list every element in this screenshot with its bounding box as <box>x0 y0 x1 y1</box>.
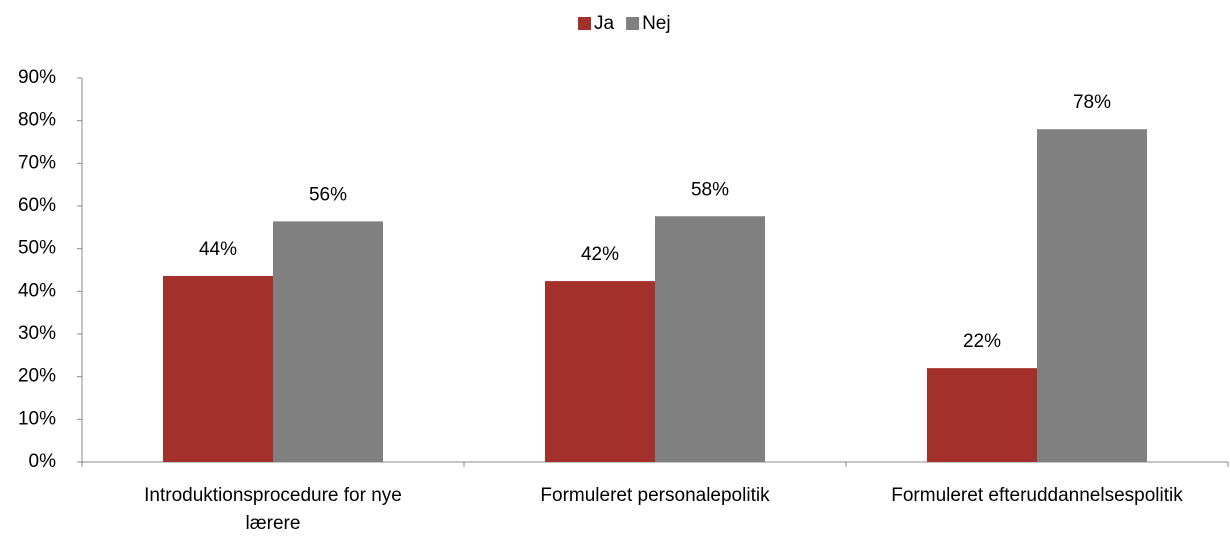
data-label: 56% <box>309 184 347 205</box>
data-label: 78% <box>1073 92 1111 113</box>
x-tick-label: Introduktionsprocedure for nye lærere <box>144 485 402 534</box>
bar <box>655 216 765 462</box>
y-tick-label: 60% <box>18 195 56 216</box>
y-tick-label: 40% <box>18 280 56 301</box>
y-tick-label: 50% <box>18 238 56 259</box>
bar <box>927 368 1037 462</box>
bar <box>163 275 273 462</box>
y-tick-label: 30% <box>18 323 56 344</box>
y-tick-label: 20% <box>18 366 56 387</box>
bar <box>273 221 383 462</box>
legend-label: Ja <box>594 13 615 34</box>
legend-swatch <box>578 17 591 30</box>
data-label: 44% <box>199 239 237 260</box>
y-tick-label: 0% <box>29 451 57 472</box>
y-tick-label: 90% <box>18 67 56 88</box>
legend-label: Nej <box>642 13 671 34</box>
data-label: 58% <box>691 179 729 200</box>
y-tick-label: 70% <box>18 152 56 173</box>
y-tick-label: 80% <box>18 110 56 131</box>
y-tick-label: 10% <box>18 408 56 429</box>
x-tick-label: Formuleret efteruddannelsespolitik <box>891 485 1183 506</box>
legend-swatch <box>626 17 640 30</box>
bar <box>545 281 655 462</box>
x-tick-label: Formuleret personalepolitik <box>540 485 770 506</box>
bar <box>1037 129 1147 462</box>
data-label: 22% <box>963 331 1001 352</box>
data-label: 42% <box>581 244 619 265</box>
